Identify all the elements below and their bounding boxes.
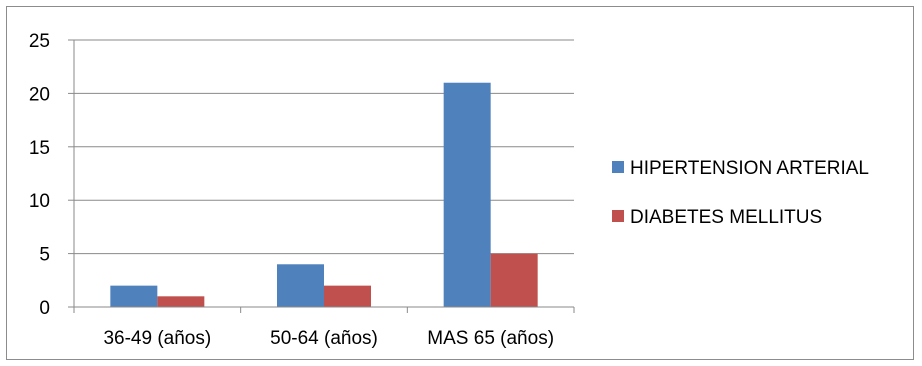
bar-diabetes [490,253,538,307]
y-tick-label: 5 [39,245,50,266]
legend-label: HIPERTENSION ARTERIAL [630,158,869,179]
bar-hipertension [443,82,491,307]
x-tick-label: 50-64 (años) [270,328,378,349]
y-tick-label: 15 [29,138,50,159]
bar-diabetes [157,296,205,307]
x-tick-label: MAS 65 (años) [427,328,554,349]
y-tick-label: 10 [29,191,50,212]
legend-swatch [612,161,624,173]
bar-hipertension [277,264,324,307]
x-axis-ticks: 36-49 (años) 50-64 (años) MAS 65 (años) [73,307,575,349]
legend-label: DIABETES MELLITUS [630,207,822,228]
y-tick-label: 20 [29,84,50,105]
legend-swatch [612,210,624,222]
bar-hipertension [110,285,158,307]
y-tick-label: 0 [39,298,50,319]
gridlines [74,39,574,255]
y-tick-label: 25 [29,31,50,52]
bars [110,82,538,307]
legend: HIPERTENSION ARTERIAL DIABETES MELLITUS [612,158,869,228]
x-tick-label: 36-49 (años) [103,328,211,349]
y-axis-ticks: 0 5 10 15 20 25 [29,31,74,319]
bar-diabetes [324,285,371,307]
axes [73,40,574,308]
